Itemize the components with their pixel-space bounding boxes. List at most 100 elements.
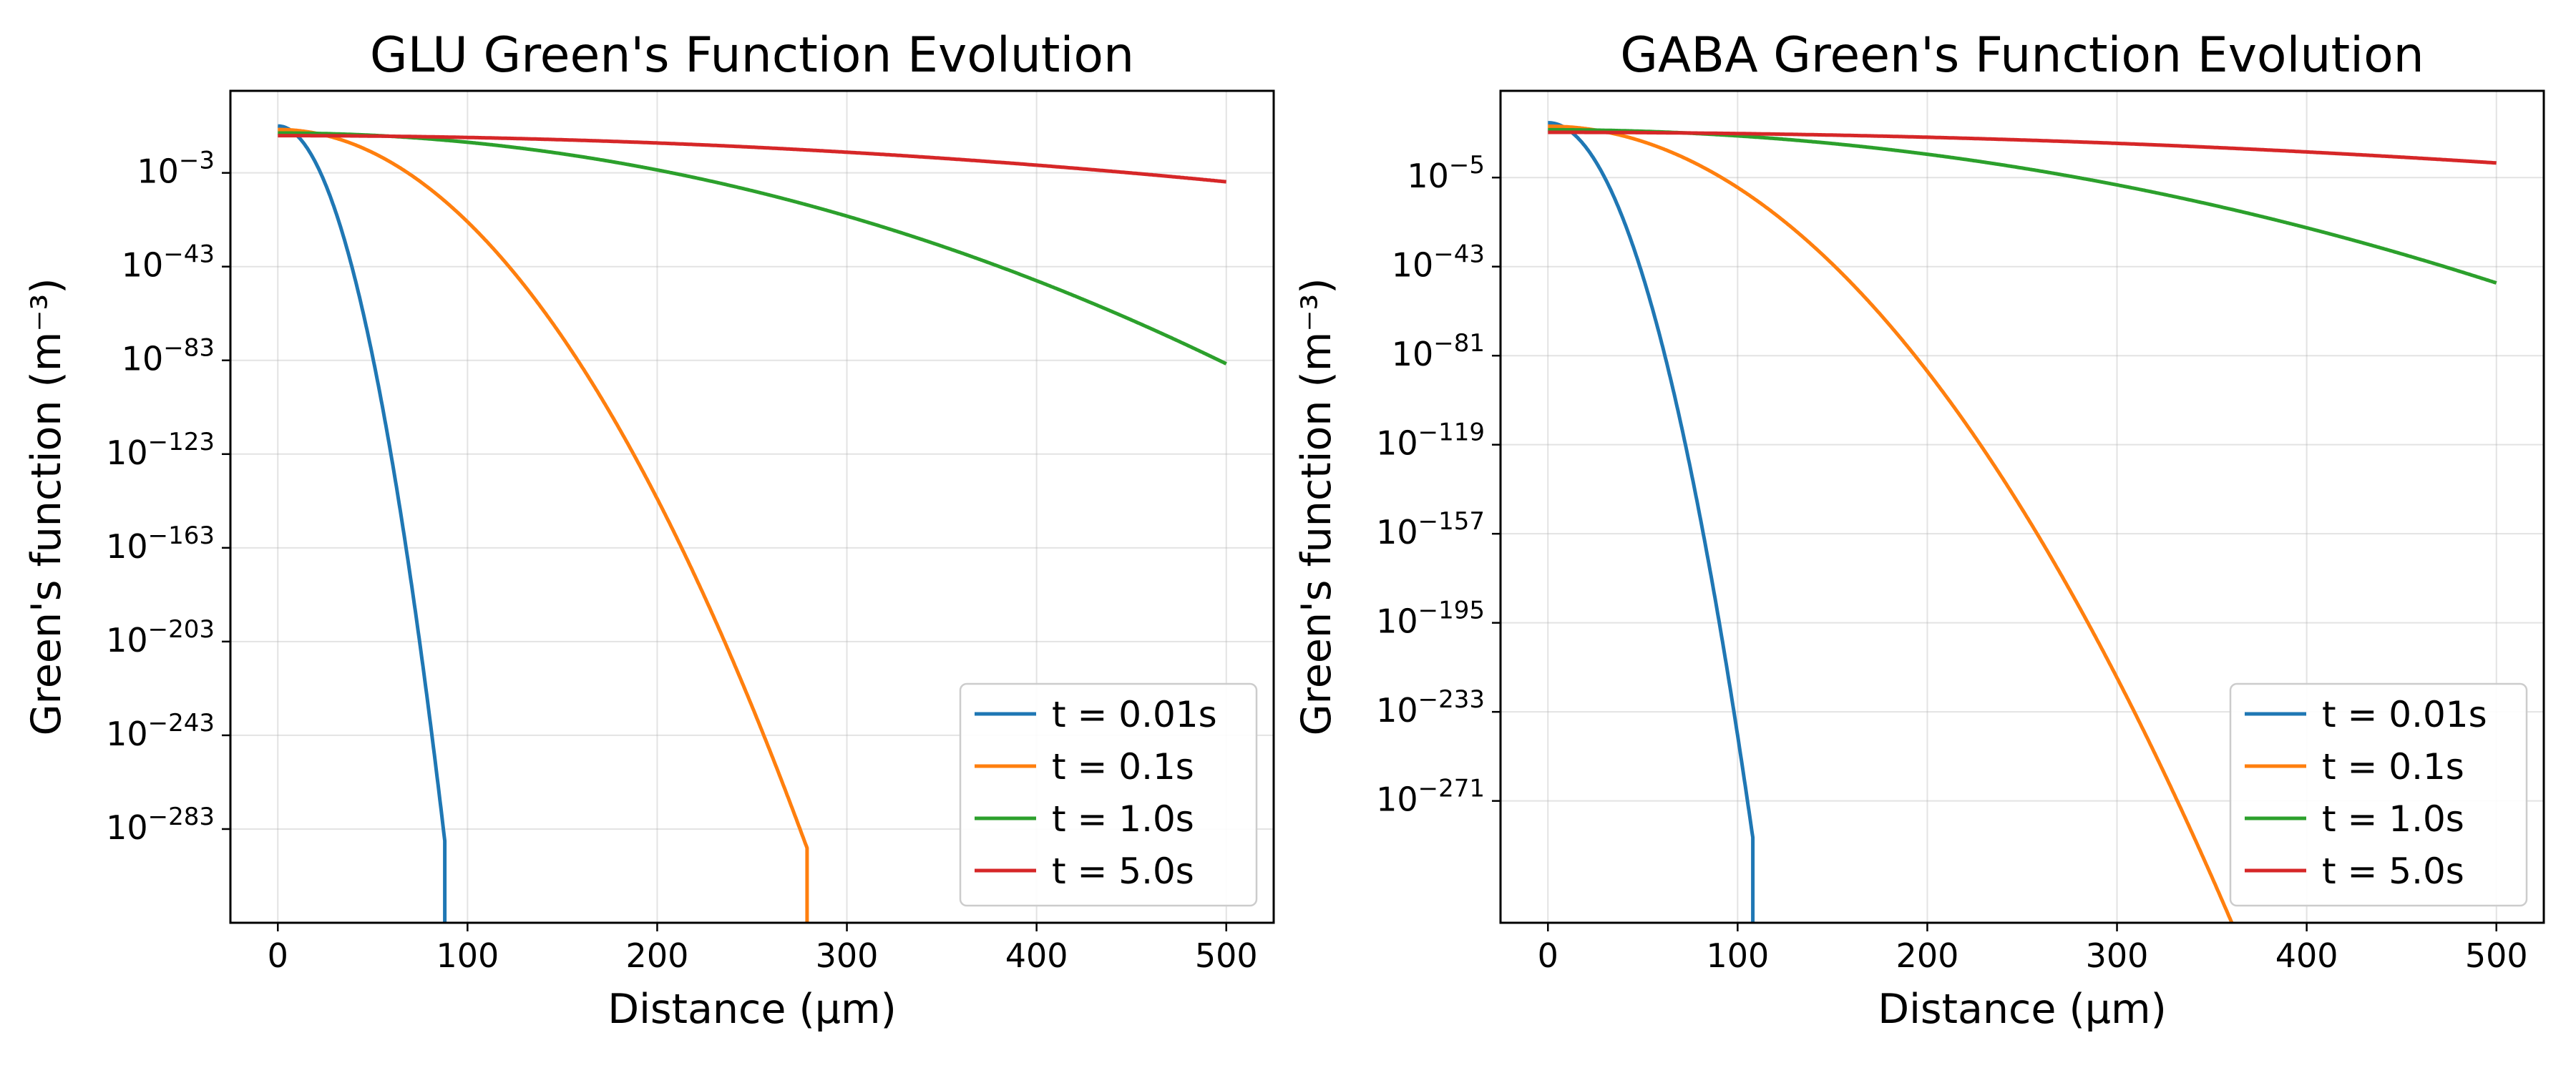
y-tick-exponent: −157 (1418, 507, 1485, 536)
legend-label: t = 5.0s (1052, 851, 1194, 892)
x-tick-label: 500 (2465, 936, 2528, 975)
y-tick-exponent: −83 (163, 334, 215, 363)
chart-panel-2: 0 100 200 300 400 50010−510−4310−8110−11910−1… (1293, 27, 2545, 1033)
x-tick-label: 200 (1896, 936, 1959, 975)
y-tick-label: 10−233 (1376, 685, 1485, 730)
y-tick-label: 10−283 (106, 803, 215, 847)
x-tick-label: 0 (268, 936, 288, 975)
y-tick-exponent: −5 (1449, 151, 1485, 180)
y-tick-label: 10−157 (1376, 507, 1485, 552)
y-tick-exponent: −195 (1418, 597, 1485, 625)
y-tick-exponent: −243 (148, 709, 215, 738)
y-tick-label: 10−83 (122, 334, 215, 378)
x-tick-label: 500 (1195, 936, 1258, 975)
legend-entry: t = 1.0s (975, 798, 1194, 840)
y-tick-exponent: −3 (179, 147, 215, 175)
series-line-t-0-1s (1547, 124, 2234, 923)
legend-label: t = 5.0s (2322, 851, 2464, 892)
legend-entry: t = 5.0s (2245, 851, 2464, 892)
x-tick-label: 100 (436, 936, 499, 975)
legend-entry: t = 0.01s (2245, 694, 2487, 735)
y-tick-base: 10 (122, 340, 164, 378)
y-tick-base: 10 (1376, 691, 1418, 730)
y-tick-base: 10 (106, 621, 148, 660)
y-tick-label: 10−119 (1376, 418, 1485, 463)
y-tick-base: 10 (1376, 513, 1418, 552)
y-tick-base: 10 (106, 433, 148, 472)
y-tick-base: 10 (1376, 780, 1418, 819)
series-lines (1547, 121, 2497, 923)
x-tick-label: 400 (2275, 936, 2338, 975)
x-tick-label: 300 (816, 936, 879, 975)
chart-title: GABA Green's Function Evolution (1620, 27, 2424, 84)
x-tick-label: 0 (1538, 936, 1558, 975)
series-line-t-0-1s (277, 127, 809, 923)
y-tick-label: 10−5 (1407, 151, 1485, 195)
y-tick-base: 10 (106, 808, 148, 847)
legend-label: t = 0.1s (1052, 746, 1194, 788)
y-tick-exponent: −203 (148, 615, 215, 644)
y-tick-exponent: −43 (1433, 240, 1485, 269)
x-axis-label: Distance (μm) (608, 986, 897, 1033)
x-tick-label: 200 (626, 936, 689, 975)
y-tick-label: 10−43 (122, 240, 215, 285)
grid (1501, 91, 2544, 923)
series-line-t-0-01s (277, 124, 447, 923)
plot-frame (229, 89, 1275, 924)
series-lines (277, 124, 1227, 923)
y-tick-base: 10 (137, 152, 179, 191)
series-line-t-0-01s (1547, 121, 1755, 923)
legend-frame (959, 682, 1258, 907)
y-tick-exponent: −43 (163, 240, 215, 269)
y-tick-label: 10−3 (137, 147, 215, 191)
legend: t = 0.01s t = 0.1s t = 1.0s t = 5.0s (959, 682, 1258, 907)
legend-entry: t = 5.0s (975, 851, 1194, 892)
plot-frame (1499, 89, 2545, 924)
y-tick-base: 10 (1376, 424, 1418, 463)
series-line-t-5-0s (1547, 130, 2497, 165)
y-tick-base: 10 (1407, 157, 1449, 195)
legend-label: t = 1.0s (2322, 798, 2464, 840)
y-tick-label: 10−271 (1376, 775, 1485, 819)
y-tick-exponent: −123 (148, 428, 215, 456)
legend-label: t = 0.01s (1052, 694, 1217, 735)
y-tick-exponent: −283 (148, 803, 215, 831)
legend: t = 0.01s t = 0.1s t = 1.0s t = 5.0s (2229, 682, 2528, 907)
legend-label: t = 0.1s (2322, 746, 2464, 788)
chart-title: GLU Green's Function Evolution (370, 27, 1134, 84)
x-tick-label: 300 (2086, 936, 2149, 975)
y-tick-base: 10 (106, 715, 148, 753)
y-tick-base: 10 (106, 527, 148, 566)
y-tick-label: 10−123 (106, 428, 215, 472)
x-tick-label: 100 (1706, 936, 1769, 975)
legend-entry: t = 0.1s (975, 746, 1194, 788)
legend-entry: t = 0.01s (975, 694, 1217, 735)
legend-entry: t = 0.1s (2245, 746, 2464, 788)
y-tick-exponent: −163 (148, 521, 215, 550)
y-tick-label: 10−163 (106, 521, 215, 566)
y-tick-label: 10−195 (1376, 597, 1485, 641)
y-tick-base: 10 (1392, 246, 1434, 285)
y-tick-base: 10 (122, 246, 164, 285)
y-tick-exponent: −233 (1418, 685, 1485, 714)
y-tick-base: 10 (1392, 335, 1434, 373)
chart-panel-1: 0 100 200 300 400 50010−310−4310−8310−12310−1… (23, 27, 1275, 1033)
y-tick-label: 10−243 (106, 709, 215, 753)
y-axis-label: Green's function (m⁻³) (23, 278, 70, 736)
y-tick-label: 10−81 (1392, 329, 1485, 373)
legend-label: t = 0.01s (2322, 694, 2487, 735)
series-line-t-1-0s (277, 131, 1227, 366)
legend-entry: t = 1.0s (2245, 798, 2464, 840)
x-axis-label: Distance (μm) (1878, 986, 2167, 1033)
y-tick-exponent: −119 (1418, 418, 1485, 447)
legend-label: t = 1.0s (1052, 798, 1194, 840)
series-line-t-5-0s (277, 134, 1227, 184)
x-tick-label: 400 (1005, 936, 1068, 975)
legend-frame (2229, 682, 2528, 907)
y-tick-exponent: −81 (1433, 329, 1485, 358)
y-tick-label: 10−203 (106, 615, 215, 660)
y-axis-label: Green's function (m⁻³) (1293, 278, 1340, 736)
y-tick-label: 10−43 (1392, 240, 1485, 285)
y-tick-base: 10 (1376, 602, 1418, 641)
